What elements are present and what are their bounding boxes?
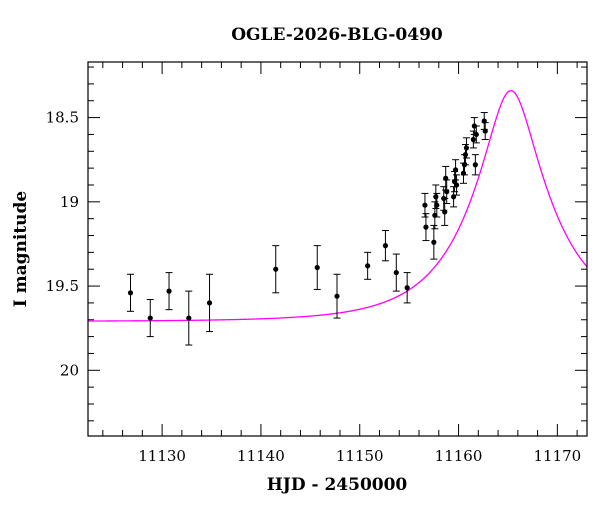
x-axis-label: HJD - 2450000	[267, 475, 408, 495]
data-point	[126, 273, 134, 312]
data-points	[126, 112, 489, 346]
tick-labels: 11130 11140 11150 11160 11170 18.5 19 19.5 20	[46, 109, 582, 465]
data-point-marker	[434, 202, 440, 208]
data-point-marker	[442, 209, 448, 215]
data-point-marker	[382, 243, 389, 249]
data-point-marker	[433, 194, 439, 200]
data-point-marker	[186, 315, 192, 321]
x-tick-label: 11130	[138, 447, 186, 465]
data-point-marker	[472, 162, 478, 168]
x-tick-label: 11170	[533, 447, 581, 465]
data-point-marker	[147, 315, 153, 321]
plot-frame	[87, 61, 588, 437]
data-point	[472, 125, 480, 144]
data-point	[313, 245, 321, 290]
data-point-marker	[462, 152, 469, 158]
data-point	[165, 272, 173, 311]
data-point-marker	[393, 269, 399, 276]
data-point	[481, 122, 489, 140]
data-point	[453, 174, 461, 196]
data-point-marker	[273, 266, 279, 272]
data-point-marker	[314, 264, 320, 271]
data-point	[403, 272, 411, 304]
data-point	[272, 245, 280, 294]
data-point	[381, 229, 389, 262]
data-point	[430, 224, 438, 260]
data-point	[433, 192, 441, 218]
data-point-marker	[422, 202, 428, 208]
data-point	[471, 154, 479, 176]
data-point-marker	[166, 288, 172, 294]
data-point	[206, 273, 214, 333]
data-point-marker	[127, 290, 134, 296]
data-point-marker	[334, 293, 340, 299]
y-axis-label: I magnitude	[11, 191, 31, 308]
data-point	[469, 130, 477, 149]
data-point	[452, 159, 460, 181]
data-point	[364, 251, 372, 280]
data-point-marker	[482, 128, 488, 134]
x-tick-label: 11160	[435, 447, 483, 465]
x-tick-label: 11140	[237, 447, 285, 465]
data-point	[333, 273, 341, 319]
chart-title: OGLE-2026-BLG-0490	[231, 25, 443, 45]
data-point-marker	[473, 131, 479, 138]
data-point-marker	[365, 263, 371, 269]
data-point	[450, 186, 458, 208]
y-tick-label: 20	[60, 361, 79, 379]
data-point-marker	[463, 145, 470, 151]
data-point-marker	[206, 300, 213, 306]
data-point-marker	[452, 167, 459, 173]
data-point	[146, 299, 154, 338]
data-point	[480, 112, 488, 130]
data-point	[185, 290, 193, 346]
data-point-marker	[444, 189, 450, 195]
data-point	[422, 213, 430, 242]
data-point-marker	[470, 136, 476, 143]
x-tick-label: 11150	[336, 447, 384, 465]
y-tick-label: 19	[60, 193, 79, 211]
data-point-marker	[431, 239, 437, 245]
data-point-marker	[453, 182, 460, 188]
data-point-marker	[404, 285, 410, 291]
data-point	[421, 192, 429, 218]
data-point	[392, 253, 400, 292]
data-point	[443, 179, 451, 205]
data-point	[462, 137, 470, 159]
y-tick-label: 18.5	[46, 109, 79, 127]
data-point-marker	[423, 224, 429, 230]
axis-ticks	[88, 62, 587, 436]
y-tick-label: 19.5	[46, 277, 79, 295]
